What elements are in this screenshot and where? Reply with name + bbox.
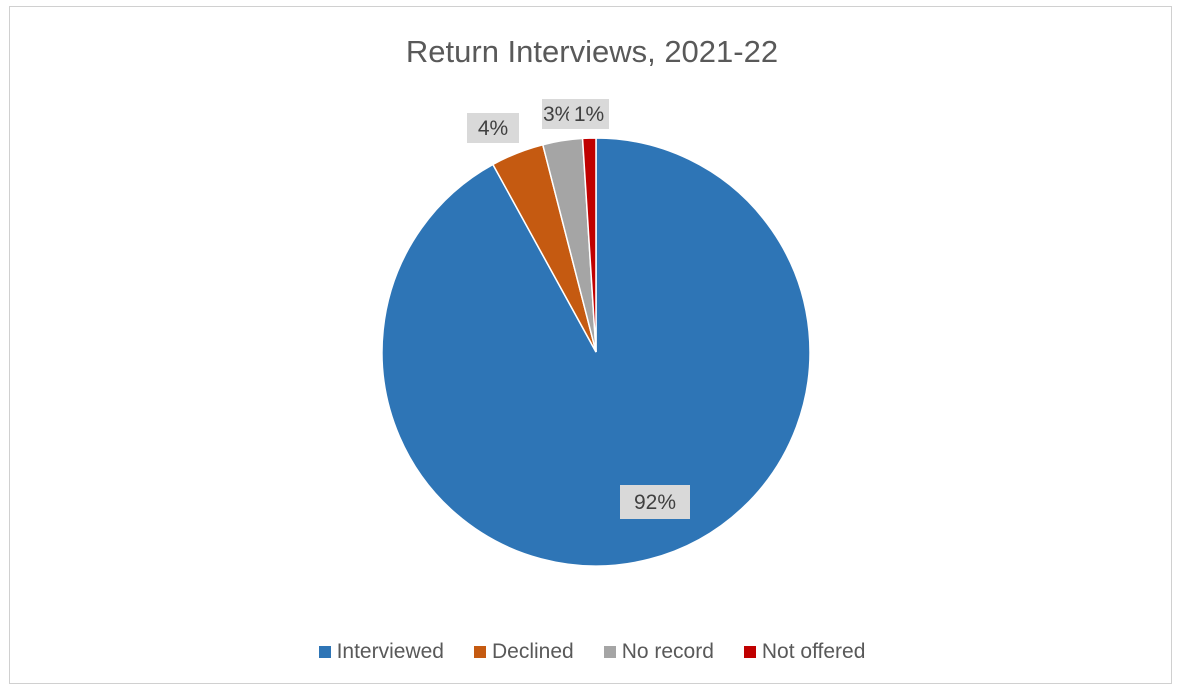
legend-item-interviewed: Interviewed (318, 640, 444, 664)
legend-label: Declined (491, 640, 574, 663)
legend-swatch (473, 646, 486, 658)
data-label-interviewed: 92% (620, 485, 690, 519)
legend-item-no-record: No record (603, 640, 714, 664)
svg-text:1%: 1% (574, 103, 604, 126)
legend-label: No record (621, 640, 714, 663)
legend-swatch (743, 646, 756, 658)
legend-item-not-offered: Not offered (743, 640, 866, 664)
legend-label: Interviewed (336, 640, 444, 663)
data-label-no-record: 3% (542, 99, 573, 129)
legend-label: Not offered (761, 640, 866, 663)
pie-slice-not-offered (581, 137, 597, 353)
chart-title: Return Interviews, 2021-22 (405, 34, 779, 69)
svg-text:3%: 3% (543, 103, 573, 126)
data-label-declined: 4% (467, 113, 519, 143)
legend-swatch (318, 646, 331, 658)
legend-swatch (603, 646, 616, 658)
data-label-not-offered: 1% (569, 99, 609, 129)
pie-slice-interviewed (381, 137, 811, 567)
legend: Interviewed Declined No record Not offered (0, 640, 1184, 664)
legend-item-declined: Declined (473, 640, 574, 664)
svg-text:92%: 92% (634, 491, 676, 514)
svg-text:4%: 4% (478, 117, 508, 140)
